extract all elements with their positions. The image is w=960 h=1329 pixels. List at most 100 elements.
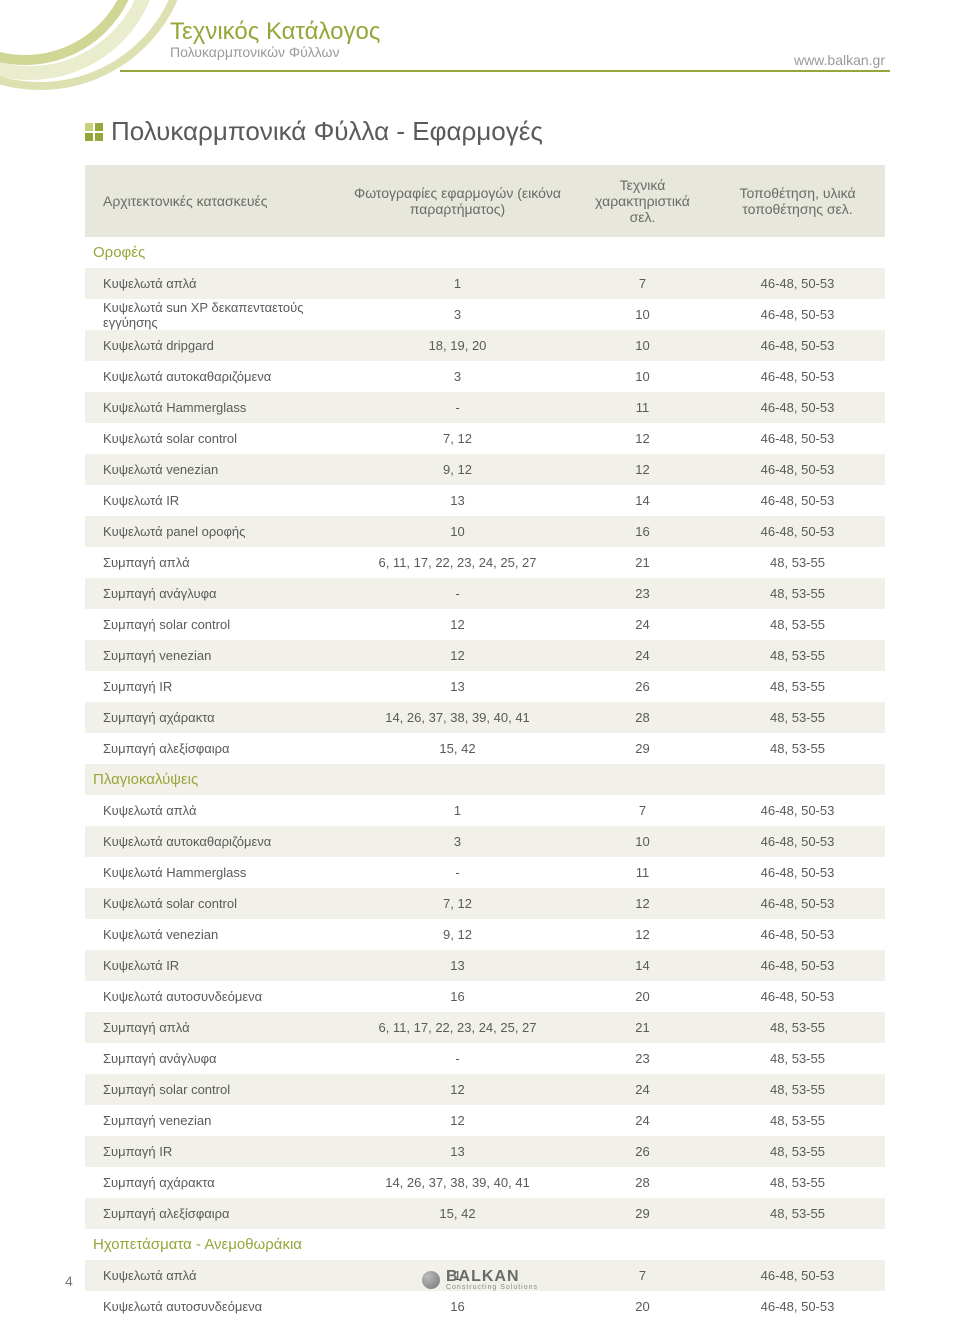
cell-c4: 46-48, 50-53 [710, 1291, 885, 1322]
cell-c1: Κυψελωτά IR [85, 950, 340, 981]
table-row: Συμπαγή ανάγλυφα-2348, 53-55 [85, 1043, 885, 1074]
cell-c3: 10 [575, 299, 710, 330]
cell-c3: 24 [575, 609, 710, 640]
cell-c1: Συμπαγή solar control [85, 1074, 340, 1105]
cell-c4: 48, 53-55 [710, 1074, 885, 1105]
cell-c3: 11 [575, 857, 710, 888]
cell-c2: 16 [340, 1291, 575, 1322]
cell-c1: Συμπαγή IR [85, 1136, 340, 1167]
cell-c4: 48, 53-55 [710, 1198, 885, 1229]
cell-c2: 13 [340, 671, 575, 702]
page-title: Πολυκαρμπονικά Φύλλα - Εφαρμογές [111, 116, 543, 147]
cell-c4: 48, 53-55 [710, 1167, 885, 1198]
table-row: Κυψελωτά IR131446-48, 50-53 [85, 950, 885, 981]
cell-c2: 1 [340, 795, 575, 826]
cell-c2: 14, 26, 37, 38, 39, 40, 41 [340, 702, 575, 733]
cell-c3: 10 [575, 330, 710, 361]
cell-c2: 13 [340, 1136, 575, 1167]
cell-c4: 46-48, 50-53 [710, 981, 885, 1012]
cell-c3: 7 [575, 795, 710, 826]
cell-c1: Συμπαγή venezian [85, 1105, 340, 1136]
cell-c3: 11 [575, 392, 710, 423]
table-row: Κυψελωτά αυτοσυνδεόμενα162046-48, 50-53 [85, 1291, 885, 1322]
cell-c3: 12 [575, 423, 710, 454]
cell-c1: Συμπαγή venezian [85, 640, 340, 671]
cell-c4: 46-48, 50-53 [710, 950, 885, 981]
table-body: ΟροφέςΚυψελωτά απλά1746-48, 50-53 Κυψελωτ… [85, 237, 885, 1322]
table-row: Συμπαγή solar control122448, 53-55 [85, 1074, 885, 1105]
cell-c4: 48, 53-55 [710, 733, 885, 764]
cell-c4: 48, 53-55 [710, 1136, 885, 1167]
cell-c1: Κυψελωτά αυτοκαθαριζόμενα [85, 826, 340, 857]
cell-c2: - [340, 857, 575, 888]
cell-c3: 12 [575, 919, 710, 950]
logo-ball-icon [422, 1271, 440, 1289]
cell-c2: - [340, 1043, 575, 1074]
table-row: Συμπαγή αλεξίσφαιρα15, 422948, 53-55 [85, 1198, 885, 1229]
section-title-row: Πλαγιοκαλύψεις [85, 764, 885, 795]
cell-c1: Κυψελωτά αυτοκαθαριζόμενα [85, 361, 340, 392]
cell-c2: 13 [340, 485, 575, 516]
cell-c4: 46-48, 50-53 [710, 423, 885, 454]
cell-c4: 48, 53-55 [710, 1105, 885, 1136]
cell-c4: 48, 53-55 [710, 640, 885, 671]
header-divider [120, 70, 890, 72]
cell-c3: 28 [575, 702, 710, 733]
cell-c2: 3 [340, 826, 575, 857]
table-row: Συμπαγή venezian122448, 53-55 [85, 1105, 885, 1136]
cell-c2: 7, 12 [340, 888, 575, 919]
section-title: Πλαγιοκαλύψεις [85, 764, 340, 795]
table-row: Κυψελωτά solar control7, 121246-48, 50-5… [85, 423, 885, 454]
table-row: Κυψελωτά Hammerglass-1146-48, 50-53 [85, 392, 885, 423]
cell-c4: 48, 53-55 [710, 702, 885, 733]
footer-logo: BALKAN Constructing Solutions [422, 1268, 538, 1291]
table-row: Κυψελωτά panel οροφής101646-48, 50-53 [85, 516, 885, 547]
table-row: Κυψελωτά απλά1746-48, 50-53 [85, 268, 885, 299]
cell-c1: Συμπαγή αχάρακτα [85, 1167, 340, 1198]
cell-c3: 26 [575, 671, 710, 702]
cell-c1: Κυψελωτά αυτοσυνδεόμενα [85, 1291, 340, 1322]
cell-c3: 26 [575, 1136, 710, 1167]
cell-c1: Κυψελωτά panel οροφής [85, 516, 340, 547]
cell-c4: 46-48, 50-53 [710, 268, 885, 299]
cell-c1: Κυψελωτά IR [85, 485, 340, 516]
cell-c2: 6, 11, 17, 22, 23, 24, 25, 27 [340, 547, 575, 578]
table-row: Συμπαγή venezian122448, 53-55 [85, 640, 885, 671]
cell-c2: - [340, 578, 575, 609]
th-c1: Αρχιτεκτονικές κατασκευές [85, 165, 340, 237]
table-row: Κυψελωτά solar control7, 121246-48, 50-5… [85, 888, 885, 919]
corner-decoration [0, 0, 180, 90]
table-row: Συμπαγή ανάγλυφα-2348, 53-55 [85, 578, 885, 609]
catalog-header: Τεχνικός Κατάλογος Πολυκαρμπονικών Φύλλω… [170, 18, 380, 60]
cell-c4: 48, 53-55 [710, 1012, 885, 1043]
table-row: Συμπαγή αλεξίσφαιρα15, 422948, 53-55 [85, 733, 885, 764]
section-title: Ηχοπετάσματα - Ανεμοθωράκια [85, 1229, 340, 1260]
cell-c3: 21 [575, 547, 710, 578]
cell-c4: 46-48, 50-53 [710, 454, 885, 485]
table-row: Συμπαγή απλά6, 11, 17, 22, 23, 24, 25, 2… [85, 547, 885, 578]
table-row: Κυψελωτά dripgard18, 19, 201046-48, 50-5… [85, 330, 885, 361]
table-row: Συμπαγή απλά6, 11, 17, 22, 23, 24, 25, 2… [85, 1012, 885, 1043]
cell-c3: 12 [575, 454, 710, 485]
cell-c1: Συμπαγή απλά [85, 547, 340, 578]
cell-c4: 46-48, 50-53 [710, 361, 885, 392]
table-row: Κυψελωτά αυτοκαθαριζόμενα31046-48, 50-53 [85, 826, 885, 857]
cell-c1: Κυψελωτά venezian [85, 919, 340, 950]
table-row: Συμπαγή αχάρακτα14, 26, 37, 38, 39, 40, … [85, 1167, 885, 1198]
cell-c3: 20 [575, 1291, 710, 1322]
catalog-title: Τεχνικός Κατάλογος [170, 18, 380, 46]
table-row: Κυψελωτά Hammerglass-1146-48, 50-53 [85, 857, 885, 888]
page-number: 4 [65, 1273, 73, 1289]
site-url: www.balkan.gr [794, 52, 885, 68]
cell-c2: 9, 12 [340, 919, 575, 950]
cell-c2: 12 [340, 1074, 575, 1105]
table-header: Αρχιτεκτονικές κατασκευές Φωτογραφίες εφ… [85, 165, 885, 237]
cell-c4: 48, 53-55 [710, 1043, 885, 1074]
cell-c2: 12 [340, 1105, 575, 1136]
table-row: Συμπαγή IR132648, 53-55 [85, 671, 885, 702]
cell-c3: 29 [575, 733, 710, 764]
cell-c4: 48, 53-55 [710, 547, 885, 578]
cell-c2: 3 [340, 361, 575, 392]
section-title-row: Οροφές [85, 237, 885, 268]
cell-c1: Κυψελωτά solar control [85, 888, 340, 919]
